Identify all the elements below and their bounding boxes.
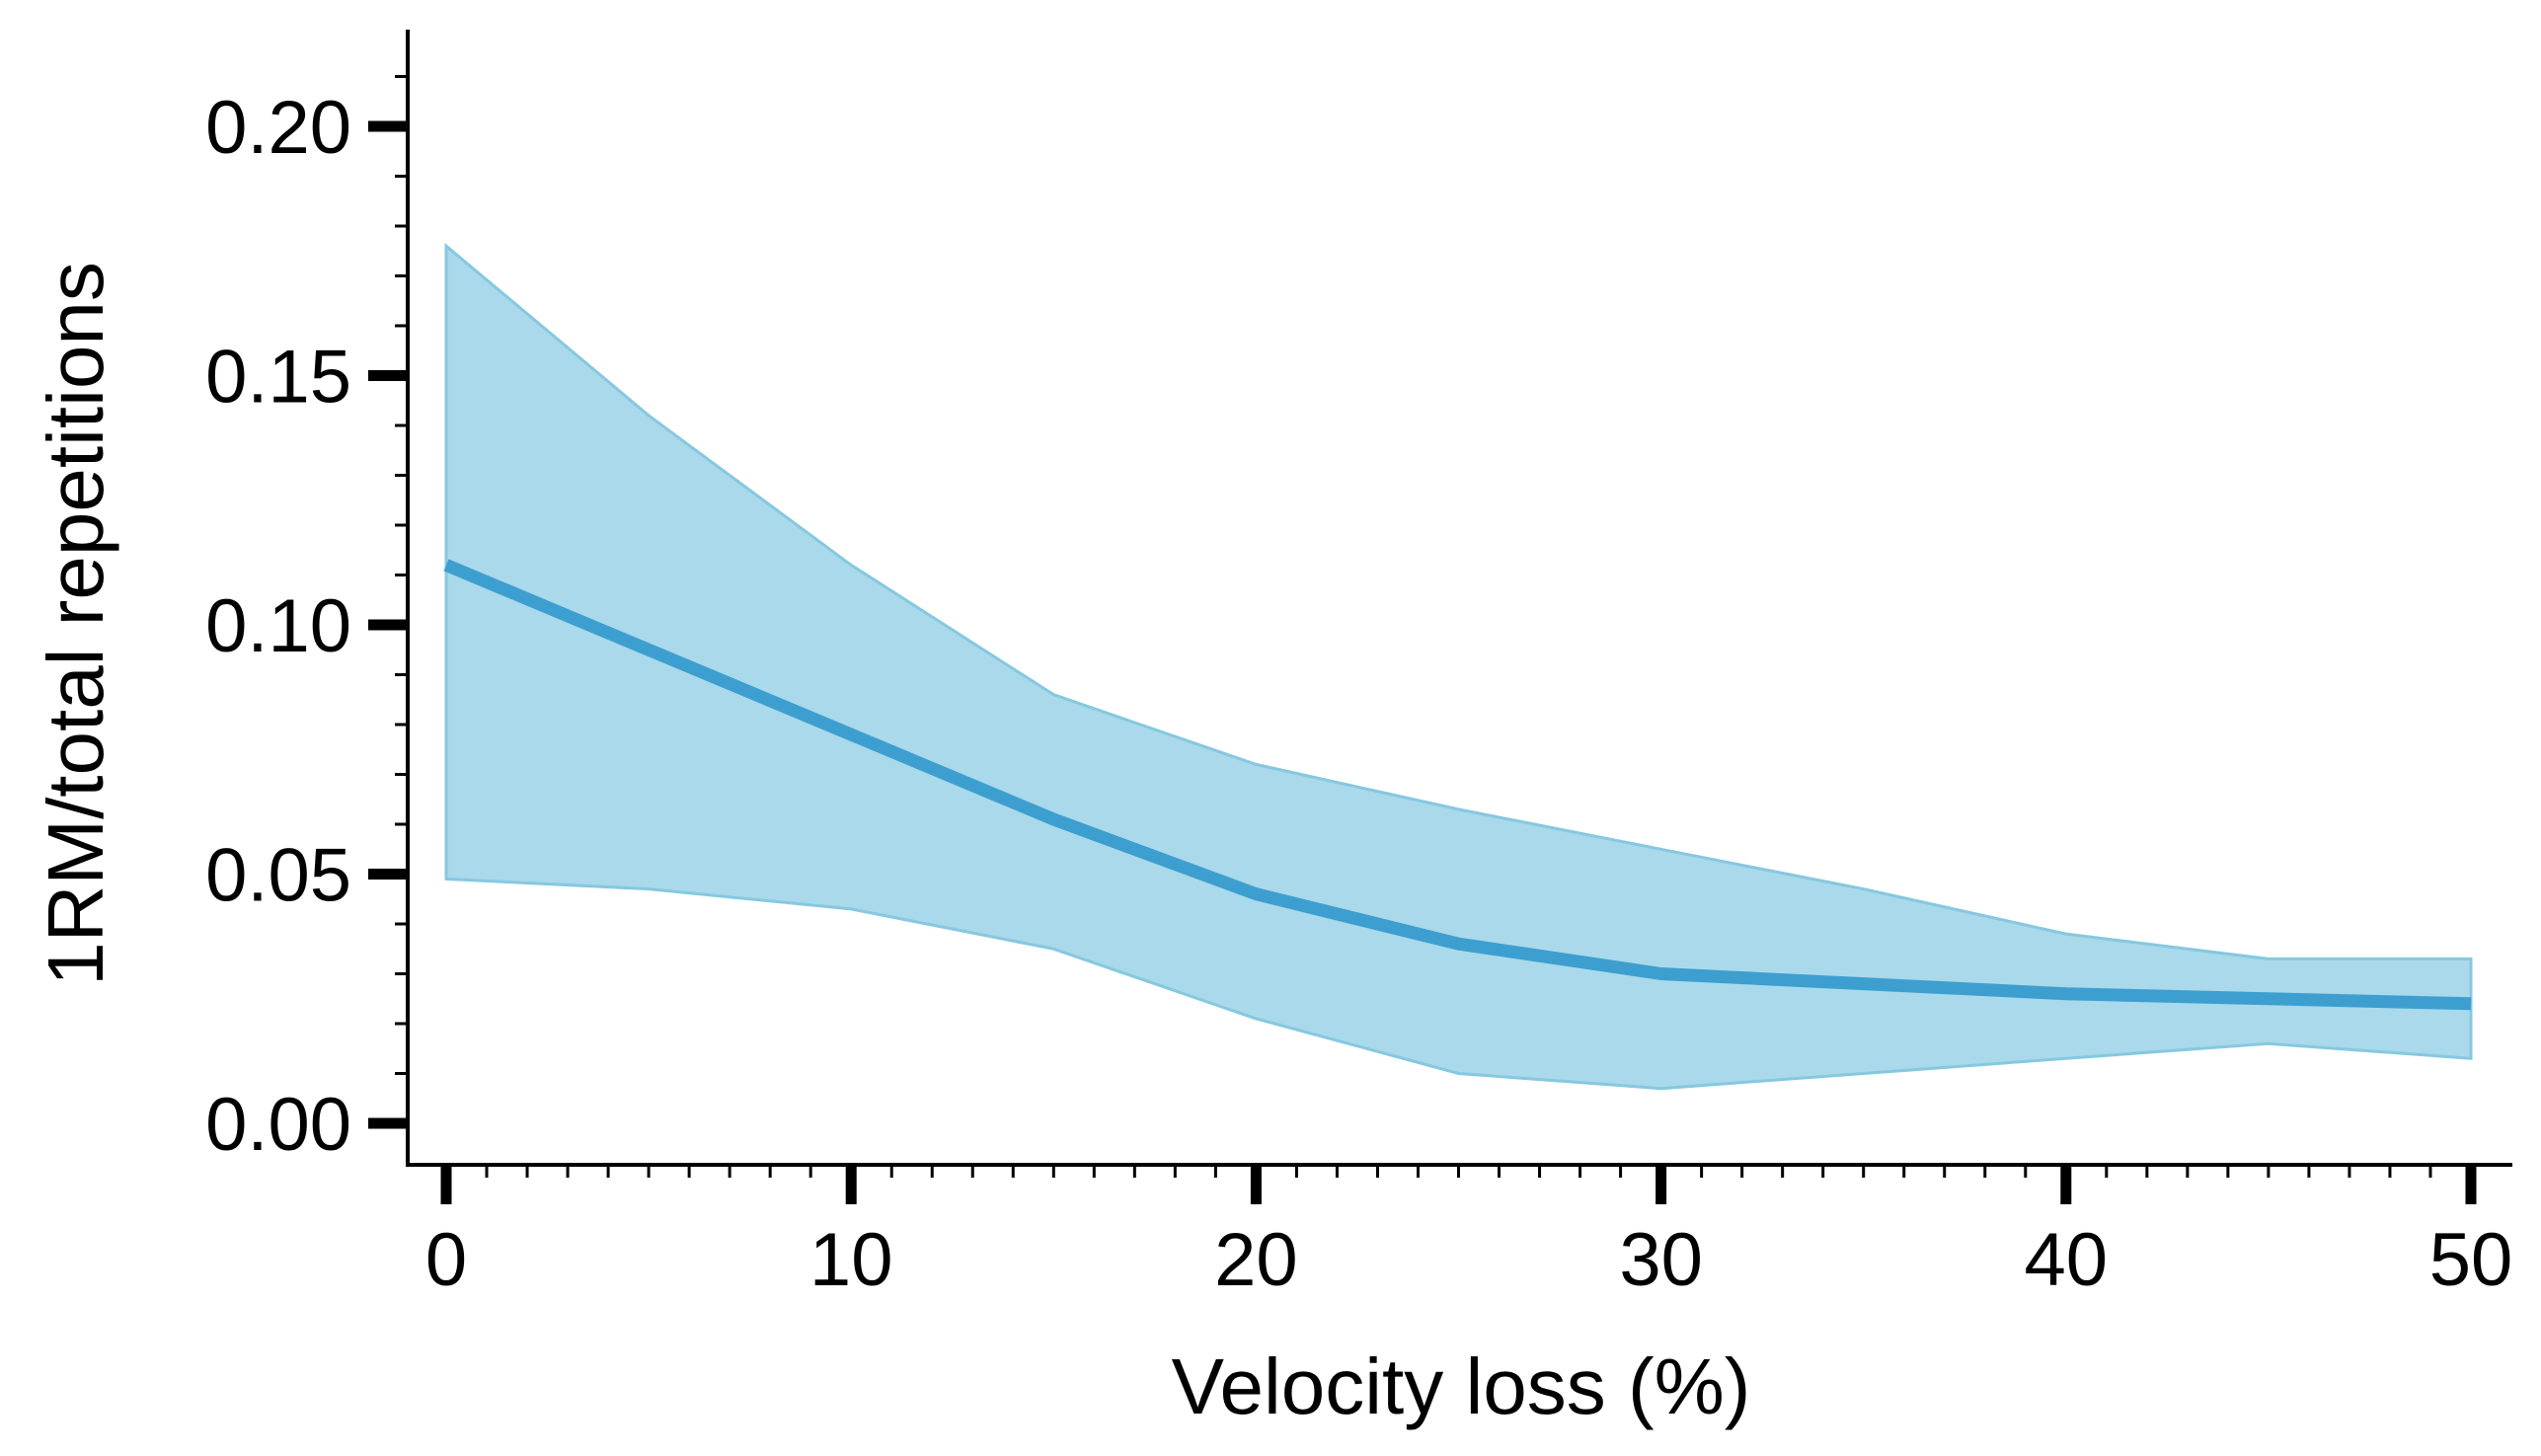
y-tick-label: 0.10 xyxy=(205,584,351,668)
x-tick-label: 20 xyxy=(1214,1218,1298,1302)
x-tick-label: 0 xyxy=(425,1218,467,1302)
y-tick-label: 0.20 xyxy=(205,86,351,170)
label-layer: 0.00 0.05 0.10 0.15 0.20 0 10 20 30 40 50 xyxy=(205,86,2512,1302)
tick-layer xyxy=(368,75,2477,1204)
y-tick-label: 0.15 xyxy=(205,336,351,420)
y-tick-label: 0.05 xyxy=(205,834,351,918)
series-line-mean xyxy=(443,559,2472,1011)
x-tick-label: 10 xyxy=(809,1218,893,1302)
x-tick-label: 40 xyxy=(2025,1218,2109,1302)
x-axis-title: Velocity loss (%) xyxy=(1172,1342,1751,1430)
y-axis-title: 1RM/total repetitions xyxy=(32,262,119,986)
band-layer xyxy=(444,242,2473,1091)
line-layer xyxy=(443,559,2472,1011)
x-tick-label: 50 xyxy=(2429,1218,2513,1302)
confidence-band xyxy=(444,242,2473,1091)
y-tick-label: 0.00 xyxy=(205,1083,351,1167)
x-tick-label: 30 xyxy=(1619,1218,1703,1302)
